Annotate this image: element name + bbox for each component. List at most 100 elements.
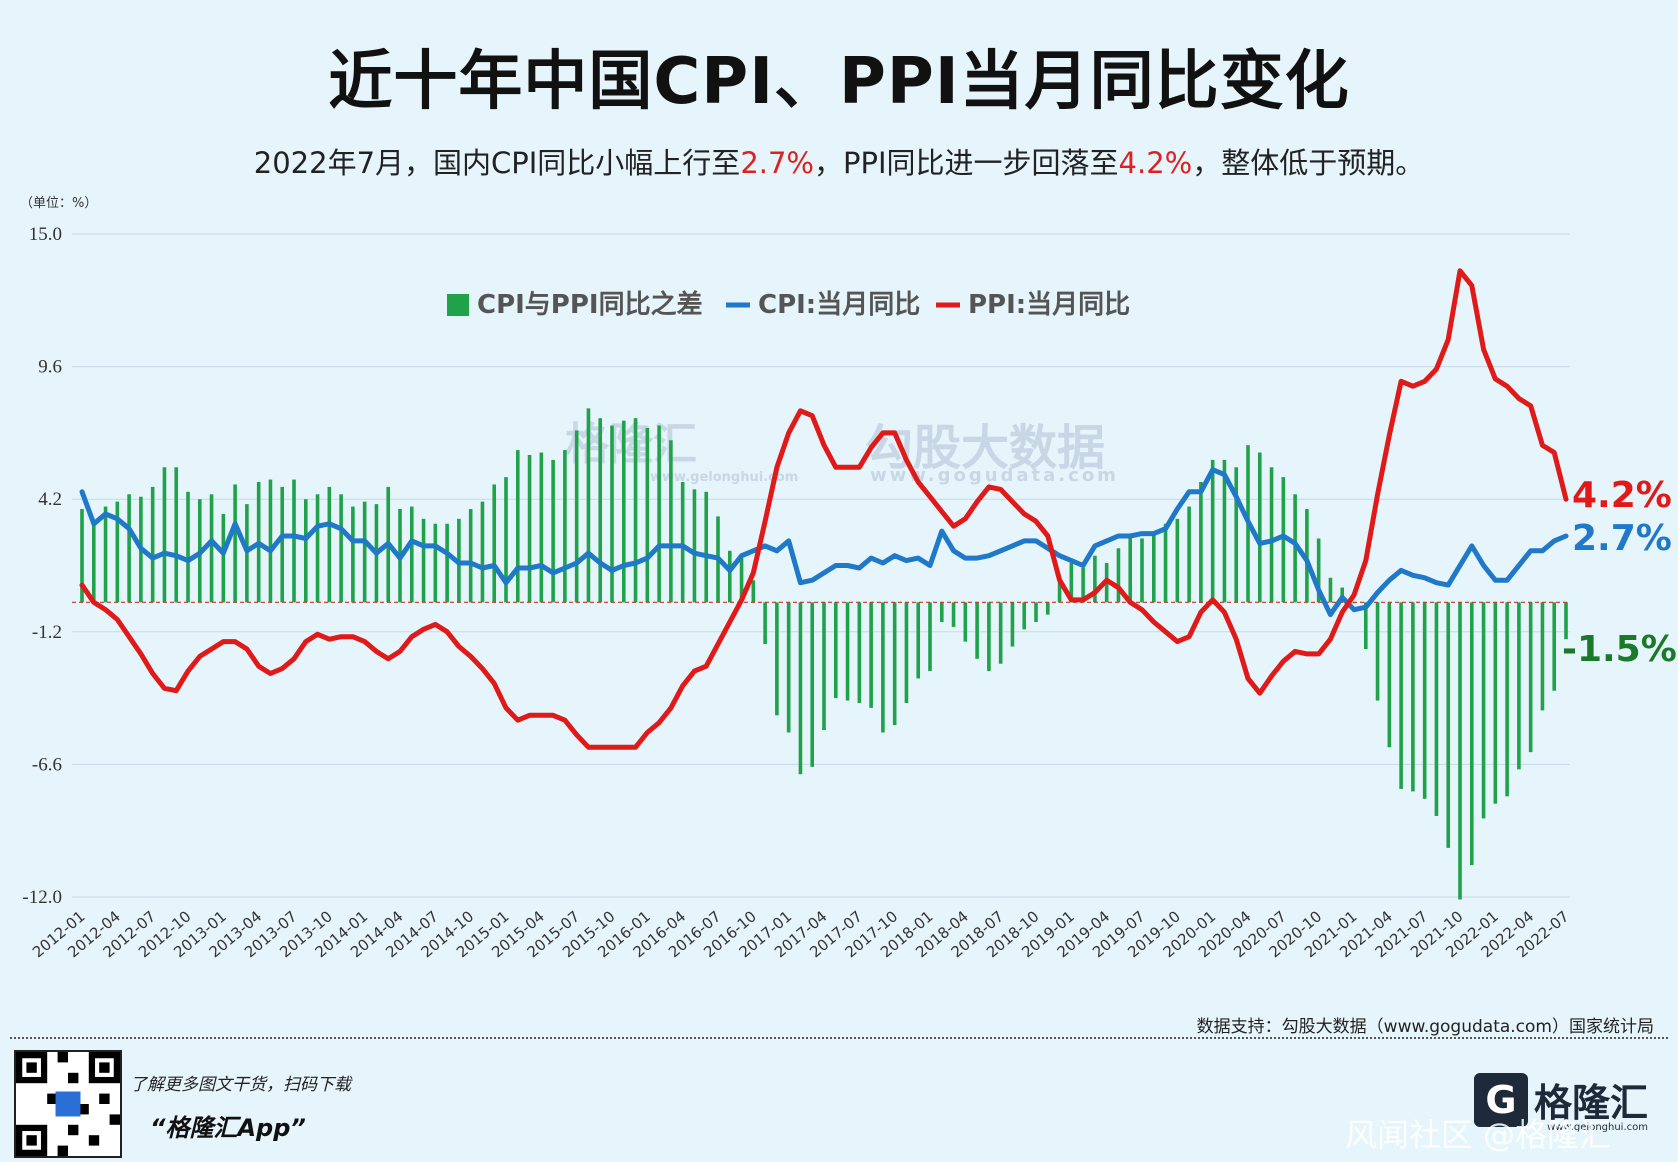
diff-bar <box>351 506 355 603</box>
diff-bar <box>1293 494 1297 603</box>
diff-bar <box>845 602 850 701</box>
diff-bar <box>1045 602 1050 615</box>
diff-bar <box>763 602 767 645</box>
subtitle-part2: ，PPI同比进一步回落至 <box>814 146 1119 180</box>
diff-bar <box>621 420 626 603</box>
diff-bar <box>1328 577 1333 603</box>
diff-bar <box>775 602 779 716</box>
diff-bar <box>928 602 932 672</box>
diff-bar <box>91 523 96 603</box>
diff-bar <box>1057 577 1062 603</box>
footer-divider <box>10 1037 1668 1039</box>
diff-bar <box>857 602 862 704</box>
diff-bar <box>504 477 508 603</box>
diff-bar <box>1517 602 1521 770</box>
diff-bar <box>268 479 273 603</box>
diff-bar <box>1187 506 1191 603</box>
diff-bar <box>1540 602 1545 711</box>
diff-bar <box>1210 459 1215 603</box>
legend-label-ppi: PPI:当月同比 <box>968 290 1130 320</box>
diff-bar <box>1316 538 1321 603</box>
diff-bar <box>1387 602 1392 748</box>
end-label-ppi: 4.2% <box>1572 475 1672 516</box>
diff-bar <box>869 602 873 708</box>
diff-bar <box>115 501 120 603</box>
diff-bar <box>1140 538 1144 603</box>
diff-bar <box>1116 548 1121 603</box>
diff-bar <box>704 491 709 603</box>
diff-bar <box>492 484 497 603</box>
y-tick-label: 15.0 <box>29 224 62 245</box>
diff-bar <box>1175 518 1180 603</box>
watermark-data-url: www.gogudata.com <box>870 465 1119 486</box>
diff-bar <box>303 499 308 603</box>
diff-bar <box>409 506 414 603</box>
cpi-line <box>79 467 1569 618</box>
y-tick-label: -1.2 <box>32 622 62 643</box>
diff-bar <box>1281 477 1286 603</box>
diff-bar <box>1163 523 1168 603</box>
diff-bar <box>480 501 485 603</box>
diff-bar <box>645 427 650 603</box>
corner-watermark: 风闻社区 @格隆汇 <box>1345 1116 1612 1154</box>
diff-bar <box>174 467 179 603</box>
legend-swatch-diff <box>447 294 469 316</box>
diff-bar <box>1434 602 1439 816</box>
diff-bar <box>574 430 579 603</box>
qr-code-icon <box>16 1052 120 1156</box>
diff-bar <box>1363 602 1368 649</box>
diff-bar <box>421 518 426 603</box>
diff-bar <box>810 602 815 767</box>
diff-bar <box>739 558 744 603</box>
gridlines <box>72 233 1570 898</box>
diff-bar <box>103 506 108 603</box>
y-tick-label: 9.6 <box>38 357 62 378</box>
diff-bar <box>598 418 603 603</box>
diff-bar <box>80 509 84 603</box>
diff-bar <box>539 452 544 603</box>
diff-bar <box>881 602 885 733</box>
diff-bar <box>1269 467 1274 603</box>
diff-bar <box>633 418 638 603</box>
diff-bar <box>998 602 1003 664</box>
diff-bar <box>963 602 968 642</box>
brand-logo-name: 格隆汇 <box>1533 1081 1648 1125</box>
diff-bar <box>327 486 332 603</box>
diff-bar <box>433 523 438 603</box>
diff-bar <box>1010 602 1015 647</box>
diff-bar <box>468 509 473 603</box>
diff-bar <box>515 450 520 603</box>
diff-bar <box>1199 482 1203 603</box>
diff-bar <box>1552 602 1557 691</box>
diff-bar <box>1481 602 1486 819</box>
diff-bar <box>987 602 991 672</box>
diff-bars <box>80 408 1568 900</box>
end-labels: 4.2%2.7% -1.5% <box>1562 475 1677 670</box>
diff-bar <box>563 450 567 603</box>
x-axis-ticks: 2012-012012-042012-072012-102013-012013-… <box>29 907 1573 961</box>
diff-bar <box>339 494 343 603</box>
diff-bar <box>951 602 956 627</box>
diff-bar <box>1128 533 1133 603</box>
diff-bar <box>1446 602 1451 848</box>
diff-bar <box>280 486 285 603</box>
watermark-data-brand: 勾股大数据 <box>865 420 1106 476</box>
diff-bar <box>1399 602 1403 789</box>
diff-bar <box>1422 602 1427 799</box>
unit-label: （单位：%） <box>20 196 98 211</box>
diff-bar <box>610 425 614 603</box>
diff-bar <box>1305 509 1309 603</box>
diff-bar <box>833 602 838 699</box>
diff-bar <box>727 550 732 603</box>
diff-bar <box>1151 533 1156 603</box>
diff-bar <box>445 523 449 603</box>
watermark-brand-url: www.gelonghui.com <box>650 470 799 485</box>
subtitle-part1: 2022年7月，国内CPI同比小幅上行至 <box>253 146 741 180</box>
diff-bar <box>1069 563 1074 603</box>
chart-subtitle: 2022年7月，国内CPI同比小幅上行至2.7%，PPI同比进一步回落至4.2%… <box>0 140 1678 182</box>
qr-code[interactable] <box>14 1050 122 1158</box>
diff-bar <box>1093 555 1097 603</box>
subtitle-cpi-value: 2.7% <box>740 146 814 180</box>
diff-bar <box>150 486 155 603</box>
diff-bar <box>916 602 921 679</box>
